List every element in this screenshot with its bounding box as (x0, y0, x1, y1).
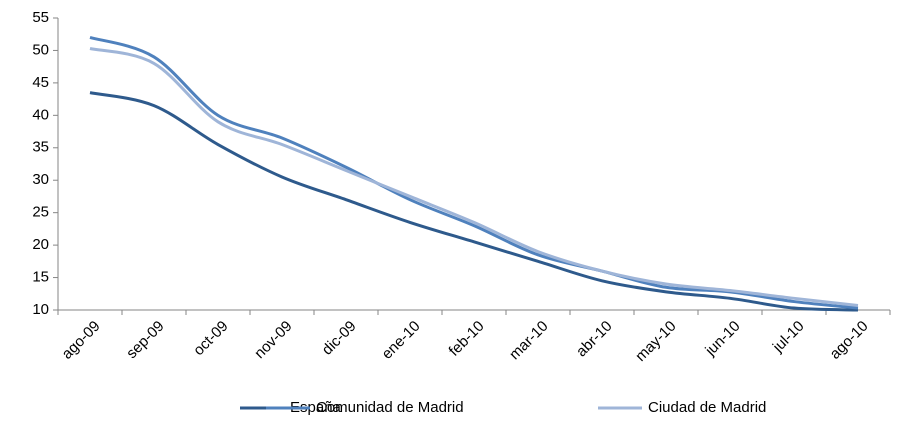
y-tick-label: 50 (32, 41, 49, 58)
y-tick-label: 20 (32, 236, 49, 253)
y-tick-label: 15 (32, 269, 49, 286)
series-line (89, 91, 859, 312)
y-tick-label: 40 (32, 106, 49, 123)
x-tick-label: jun-10 (701, 318, 743, 360)
x-tick-label: jul-10 (769, 318, 808, 357)
y-tick-label: 30 (32, 171, 49, 188)
x-tick-label: sep-09 (123, 318, 167, 362)
legend-label: España (290, 399, 342, 416)
legend-label: Ciudad de Madrid (648, 399, 766, 416)
y-tick-label: 35 (32, 139, 49, 156)
series-line (89, 36, 859, 310)
x-tick-label: feb-10 (446, 318, 488, 360)
series-line (89, 47, 859, 307)
x-tick-label: ago-10 (827, 318, 872, 363)
x-tick-label: oct-09 (190, 318, 232, 360)
x-tick-label: ene-10 (379, 318, 424, 363)
x-tick-label: mar-10 (506, 318, 552, 364)
x-tick-label: ago-09 (59, 318, 104, 363)
y-tick-label: 10 (32, 301, 49, 318)
x-tick-label: nov-09 (251, 318, 295, 362)
legend-label: Comunidad de Madrid (316, 399, 464, 416)
x-tick-label: may-10 (632, 318, 679, 365)
y-tick-label: 55 (32, 9, 49, 26)
y-tick-label: 25 (32, 204, 49, 221)
x-tick-label: dic-09 (319, 318, 360, 359)
y-tick-label: 45 (32, 74, 49, 91)
x-tick-label: abr-10 (573, 318, 616, 361)
